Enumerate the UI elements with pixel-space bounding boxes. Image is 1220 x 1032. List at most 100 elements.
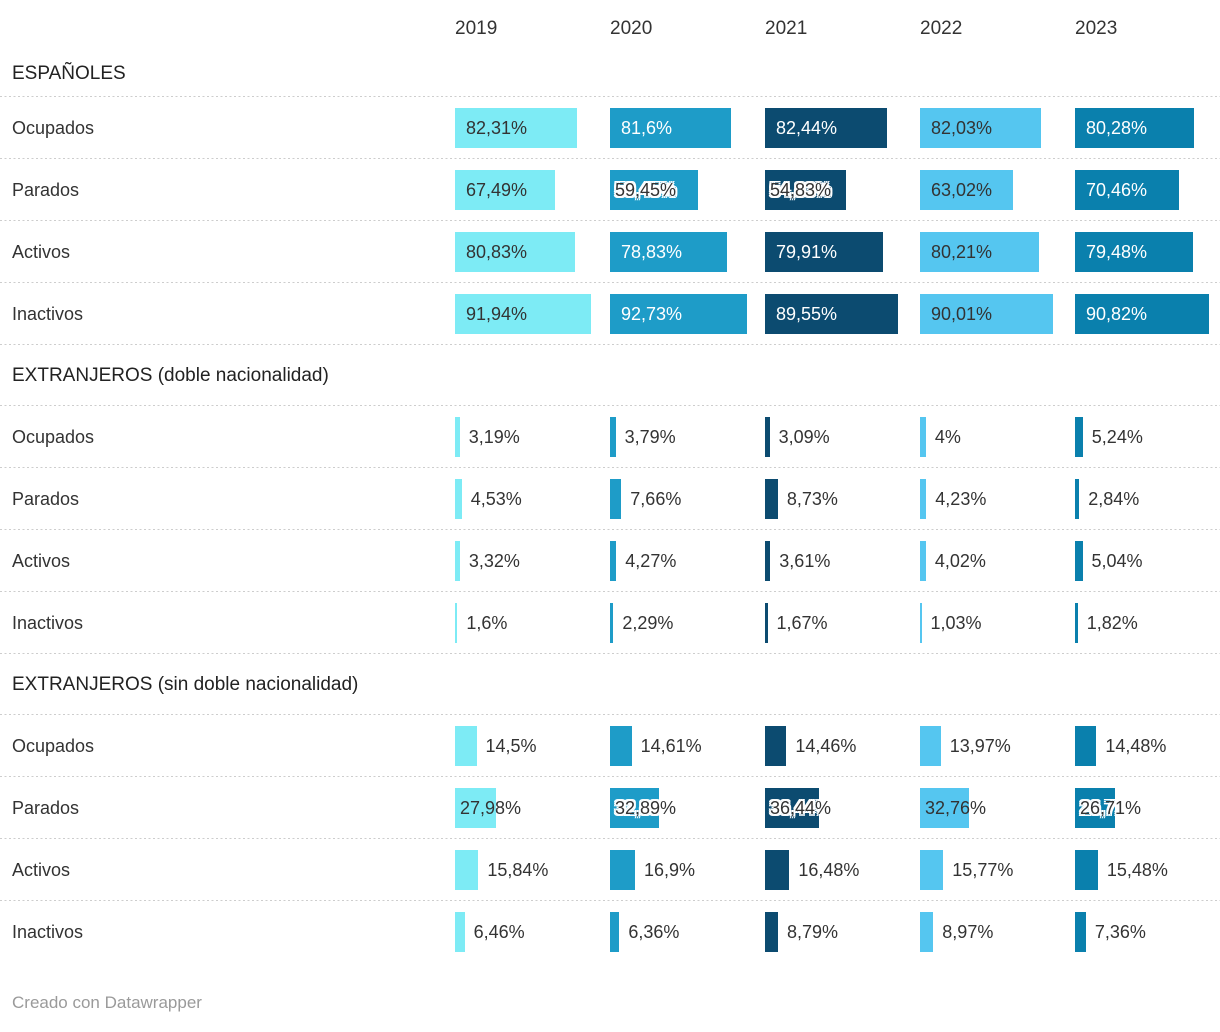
- bar-value-label: 80,21%: [931, 242, 993, 262]
- bar: [455, 170, 555, 210]
- bar-value-label: 15,48%: [1106, 860, 1168, 880]
- bar: [610, 726, 632, 766]
- bar-cell: 80,21%: [920, 232, 1075, 272]
- bar-value-label: 3,19%: [468, 427, 520, 447]
- bar: [455, 603, 458, 643]
- column-header-2023: 2023: [1075, 18, 1118, 39]
- bar-cell: 4,23%: [920, 479, 1075, 519]
- bar-cell: 8,73%: [765, 479, 920, 519]
- bar-cell: 78,83%: [610, 232, 765, 272]
- bar: [455, 788, 497, 828]
- bar-value-label: 3,61%: [779, 551, 831, 571]
- bar: [1075, 108, 1194, 148]
- bar: [765, 788, 819, 828]
- bar: [455, 850, 479, 890]
- bar: [455, 479, 462, 519]
- bar-cell: 6,46%: [455, 912, 610, 952]
- table-row: Ocupados 14,5% 14,61% 14,46% 13,97% 14,48%: [0, 715, 1220, 777]
- bar-value-label: 90,82%: [1086, 304, 1148, 324]
- bar: [610, 294, 748, 334]
- bar-value-label: 7,36%: [1094, 922, 1146, 942]
- bar-value-label: 1,03%: [930, 613, 982, 633]
- bar-value-label: 6,36%: [628, 922, 680, 942]
- bar-value-label: 32,76%: [925, 798, 987, 818]
- bar-value-label: 14,61%: [640, 736, 702, 756]
- bar: [920, 850, 944, 890]
- bar: [610, 541, 617, 581]
- bar-value-label: 14,5%: [485, 736, 537, 756]
- bar-cell: 27,98%: [455, 788, 610, 828]
- bar-value-label: 4%: [934, 427, 961, 447]
- bar-cell: 81,6%: [610, 108, 765, 148]
- bar: [920, 912, 934, 952]
- section-title: EXTRANJEROS (doble nacionalidad): [12, 364, 329, 386]
- bar: [920, 479, 927, 519]
- column-header-2019: 2019: [455, 18, 498, 39]
- bar: [1075, 232, 1193, 272]
- bar: [455, 541, 460, 581]
- bar-cell: 1,67%: [765, 603, 920, 643]
- section-header: EXTRANJEROS (doble nacionalidad): [0, 345, 1220, 406]
- bar-value-label: 26,71%: [1080, 798, 1142, 818]
- bar-cell: 36,44%: [765, 788, 920, 828]
- bar-value-label: 8,73%: [786, 489, 838, 509]
- bar: [1075, 912, 1086, 952]
- bar-value-label: 16,48%: [798, 860, 860, 880]
- chart-footer: Creado con Datawrapper: [12, 993, 1220, 1013]
- bar: [610, 417, 616, 457]
- datawrapper-credit-link[interactable]: Creado con Datawrapper: [12, 993, 202, 1012]
- bar-value-label: 63,02%: [931, 180, 993, 200]
- bar: [610, 479, 622, 519]
- bar: [920, 108, 1042, 148]
- bar-value-label: 8,79%: [787, 922, 839, 942]
- bar: [1075, 788, 1115, 828]
- bar: [920, 294, 1054, 334]
- bar: [765, 912, 778, 952]
- row-label: Inactivos: [12, 303, 84, 324]
- bar: [920, 170, 1014, 210]
- row-label: Ocupados: [12, 426, 95, 447]
- bar-cell: 79,48%: [1075, 232, 1220, 272]
- bar-cell: 7,36%: [1075, 912, 1220, 952]
- bar-cell: 15,48%: [1075, 850, 1220, 890]
- bar: [455, 232, 575, 272]
- column-header-row: 2019 2020 2021 2022 2023: [12, 8, 1208, 50]
- bar-value-label: 14,46%: [795, 736, 857, 756]
- bar: [610, 912, 620, 952]
- bar: [1075, 850, 1098, 890]
- bar: [610, 603, 614, 643]
- bar-value-label: 13,97%: [949, 736, 1011, 756]
- bar-cell: 63,02%: [920, 170, 1075, 210]
- table-row: Inactivos 6,46% 6,36% 8,79% 8,97% 7,36%: [12, 901, 1208, 963]
- bar-cell: 82,44%: [765, 108, 920, 148]
- bar: [455, 294, 592, 334]
- bar-cell: 14,61%: [610, 726, 765, 766]
- bar: [455, 417, 460, 457]
- bar-cell: 59,45%: [610, 170, 765, 210]
- bar-cell: 4%: [920, 417, 1075, 457]
- bar-cell: 8,97%: [920, 912, 1075, 952]
- bar: [920, 232, 1039, 272]
- bar-cell: 16,48%: [765, 850, 920, 890]
- bar: [765, 294, 898, 334]
- bar-value-label: 82,44%: [776, 118, 838, 138]
- section-header: ESPAÑOLES: [0, 50, 1220, 97]
- bar-cell: 32,89%: [610, 788, 765, 828]
- bar: [455, 108, 577, 148]
- bar: [610, 170, 698, 210]
- bar-value-label: 92,73%: [621, 304, 683, 324]
- bar-cell: 2,29%: [610, 603, 765, 643]
- bar-cell: 3,79%: [610, 417, 765, 457]
- bar-cell: 90,82%: [1075, 294, 1220, 334]
- bar: [455, 726, 477, 766]
- bar-value-label: 5,24%: [1091, 427, 1143, 447]
- table-bar-chart: 2019 2020 2021 2022 2023 ESPAÑOLES Ocupados 82,…: [0, 8, 1220, 963]
- bar-cell: 16,9%: [610, 850, 765, 890]
- bar-value-label: 67,49%: [466, 180, 528, 200]
- bar-value-label: 90,01%: [931, 304, 993, 324]
- row-label: Parados: [12, 179, 80, 200]
- table-row: Ocupados 3,19% 3,79% 3,09% 4% 5,24%: [0, 406, 1220, 468]
- bar-cell: 14,46%: [765, 726, 920, 766]
- bar: [1075, 417, 1083, 457]
- bar-cell: 92,73%: [610, 294, 765, 334]
